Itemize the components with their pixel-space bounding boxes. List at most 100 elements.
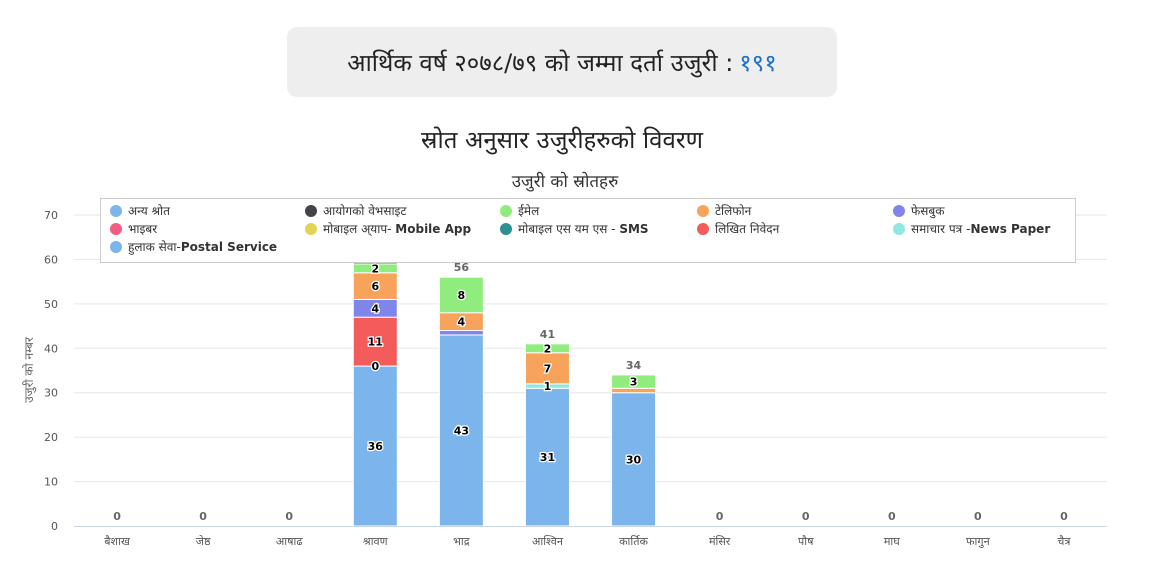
bar-segment (524, 343, 570, 354)
legend-item[interactable]: लिखित निवेदन (697, 222, 780, 236)
bars (352, 258, 657, 527)
legend-label: भाइबर (128, 222, 158, 236)
total-label: 0 (802, 510, 810, 523)
total-label: 0 (199, 510, 207, 523)
total-complaints-value: १९१ (739, 48, 777, 77)
legend-label: मोबाइल एस यम एस - SMS (518, 222, 649, 236)
legend-marker-icon (110, 223, 122, 235)
legend-marker-icon (500, 205, 512, 217)
segment-label: 11 (368, 336, 383, 349)
segment-label: 4 (458, 316, 466, 329)
segment-label: 0 (371, 360, 379, 373)
legend-label: लिखित निवेदन (715, 222, 780, 236)
bar-segment (438, 276, 484, 314)
chart-title: स्रोत अनुसार उजुरीहरुको विवरण (421, 126, 704, 155)
legend-marker-icon (110, 205, 122, 217)
x-tick-label: आश्विन (532, 535, 564, 548)
x-tick-label: कार्तिक (619, 535, 648, 548)
legend-label: मोबाइल अ्याप- Mobile App (323, 222, 471, 237)
legend-item[interactable]: समाचार पत्र -News Paper (893, 222, 1050, 236)
total-label: 0 (974, 510, 982, 523)
legend-item[interactable]: भाइबर (110, 222, 158, 236)
legend-label: अन्य श्रोत (128, 204, 171, 218)
total-label: 0 (285, 510, 293, 523)
legend-label: आयोगको वेभसाइट (323, 204, 407, 218)
legend-marker-icon (110, 241, 122, 253)
bar-segment (352, 272, 398, 300)
legend-item[interactable]: ईमेल (500, 204, 540, 218)
legend-item[interactable]: मोबाइल एस यम एस - SMS (500, 222, 649, 236)
legend-marker-icon (697, 223, 709, 235)
legend-item[interactable]: आयोगको वेभसाइट (305, 204, 407, 218)
y-tick-label: 20 (44, 431, 58, 444)
segment-label: 8 (458, 289, 466, 302)
legend: अन्य श्रोत आयोगको वेभसाइट ईमेल टेलिफोन फेसबु… (100, 198, 1076, 263)
x-tick-label: बैशाख (104, 535, 131, 548)
x-axis-ticks: बैशाख जेष्ठ आषाढ श्रावण भाद्र आश्विन कार्तिक मं… (104, 535, 1071, 548)
y-axis-label: उजुरी को नम्बर (22, 336, 37, 403)
x-tick-label: आषाढ (276, 535, 303, 548)
y-tick-label: 30 (44, 387, 58, 400)
bar-segment (611, 392, 657, 527)
segment-label: 30 (626, 453, 642, 466)
x-tick-label: जेष्ठ (196, 535, 211, 548)
legend-marker-icon (305, 205, 317, 217)
segment-label: 7 (544, 362, 552, 375)
y-tick-label: 60 (44, 253, 58, 266)
legend-item[interactable]: टेलिफोन (697, 204, 752, 218)
bar-segment (352, 316, 398, 367)
x-tick-label: माघ (884, 535, 900, 548)
legend-marker-icon (305, 223, 317, 235)
legend-item[interactable]: फेसबुक (893, 204, 945, 219)
total-label: 0 (888, 510, 896, 523)
segment-label: 43 (454, 424, 469, 437)
segment-label: 1 (544, 380, 552, 393)
total-label: 0 (716, 510, 724, 523)
y-tick-label: 40 (44, 342, 58, 355)
total-label: 41 (540, 328, 555, 341)
total-label: 0 (113, 510, 121, 523)
segment-label: 36 (368, 440, 384, 453)
segment-label: 2 (544, 342, 552, 355)
total-label: 34 (626, 359, 642, 372)
segment-label: 2 (371, 262, 379, 275)
bar-segment (611, 387, 657, 394)
legend-box (100, 198, 1076, 263)
y-axis-ticks: 0 10 20 30 40 50 60 70 (44, 209, 58, 533)
legend-label: टेलिफोन (715, 204, 752, 218)
bar-segment (438, 334, 484, 527)
legend-item[interactable]: मोबाइल अ्याप- Mobile App (305, 222, 471, 237)
total-complaints-label: आर्थिक वर्ष २०७८/७९ को जम्मा दर्ता उजुरी… (347, 48, 734, 77)
legend-label: समाचार पत्र -News Paper (911, 222, 1050, 236)
x-tick-label: पौष (798, 535, 814, 548)
x-tick-label: मंसिर (709, 535, 731, 548)
y-tick-label: 70 (44, 209, 58, 222)
x-tick-label: श्रावण (363, 535, 389, 548)
legend-label: हुलाक सेवा-Postal Service (128, 240, 277, 255)
segment-label: 31 (540, 451, 555, 464)
chart-subtitle: उजुरी को स्रोतहरु (512, 171, 619, 192)
legend-marker-icon (893, 223, 905, 235)
y-tick-label: 0 (51, 520, 58, 533)
x-tick-label: फागुन (966, 535, 991, 548)
bar-segment (524, 352, 570, 385)
y-tick-label: 50 (44, 298, 58, 311)
legend-marker-icon (893, 205, 905, 217)
bar-segment (611, 374, 657, 389)
bar-segment (438, 330, 484, 336)
legend-label: ईमेल (518, 204, 540, 218)
segment-label: 6 (371, 280, 379, 293)
legend-item[interactable]: अन्य श्रोत (110, 204, 171, 218)
total-label: 56 (454, 261, 470, 274)
x-tick-label: चैत्र (1057, 535, 1071, 548)
x-tick-label: भाद्र (453, 535, 470, 548)
total-label: 0 (1060, 510, 1068, 523)
y-tick-label: 10 (44, 476, 58, 489)
legend-item[interactable]: हुलाक सेवा-Postal Service (110, 240, 277, 255)
bar-segment (524, 387, 570, 527)
legend-marker-icon (697, 205, 709, 217)
segment-label: 3 (630, 376, 638, 389)
